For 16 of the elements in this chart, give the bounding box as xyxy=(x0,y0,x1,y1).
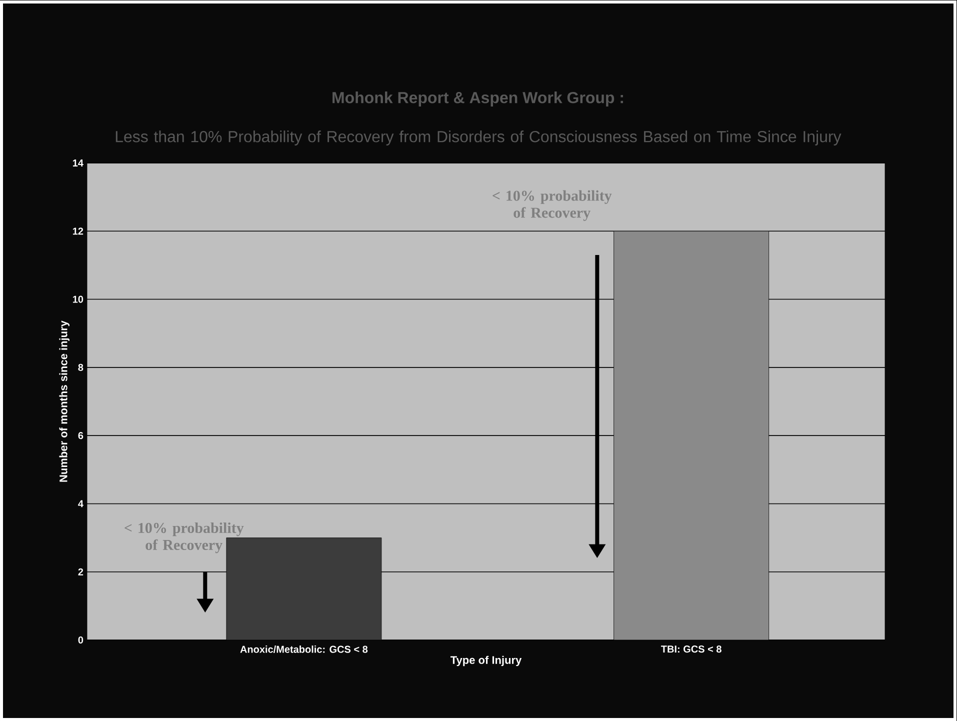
annotation: < 10% probability of Recovery xyxy=(492,190,612,221)
y-tick-label: 14 xyxy=(72,160,84,166)
y-tick-label: 2 xyxy=(78,568,84,576)
x-axis-title: Type of Injury xyxy=(450,656,522,666)
y-tick-label: 12 xyxy=(72,228,84,235)
chart-subtitle: Less than 10% Probability of Recovery from Disorders of Consciousness Based on Time Since Injury xyxy=(116,130,842,146)
annotation: < 10% probability of Recovery xyxy=(124,522,244,554)
y-tick-label: 10 xyxy=(72,296,84,303)
y-tick-label: 8 xyxy=(78,364,84,371)
x-tick-label: TBI: GCS < 8 xyxy=(661,646,722,653)
x-tick-label: Anoxic/Metabolic: GCS < 8 xyxy=(240,646,368,653)
chart-title: Mohonk Report & Aspen Work Group : xyxy=(332,92,623,106)
y-tick-label: 4 xyxy=(78,500,84,508)
y-axis-title: Number of months since injury xyxy=(59,320,70,482)
y-tick-label: 0 xyxy=(78,636,84,644)
y-tick-label: 6 xyxy=(78,432,84,440)
